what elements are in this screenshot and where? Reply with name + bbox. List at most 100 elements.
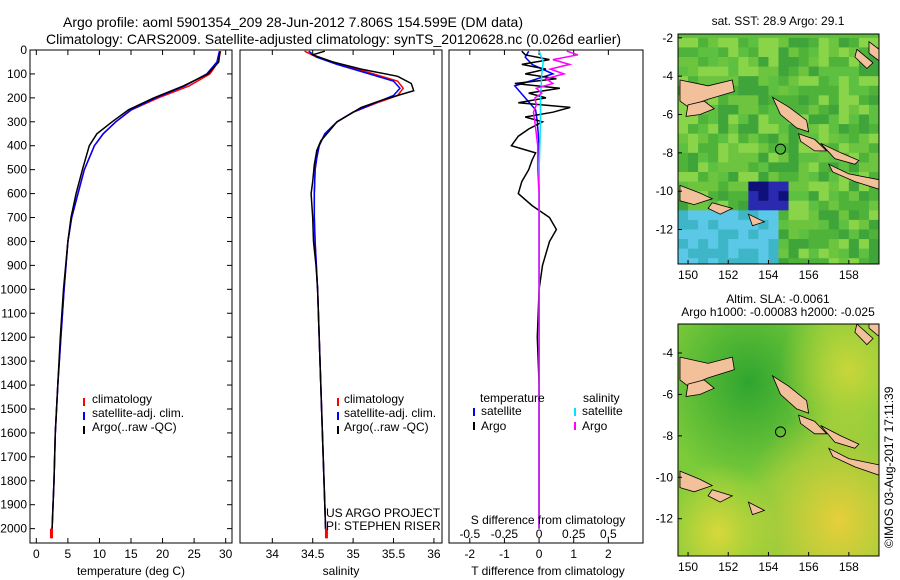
sst-cell xyxy=(848,210,860,221)
legend-label-climatology: climatology xyxy=(92,392,152,406)
sst-cell xyxy=(778,162,790,173)
sst-cell xyxy=(758,57,769,68)
y-tick-label: 800 xyxy=(7,234,27,248)
sst-cell xyxy=(828,191,840,202)
sst-cell xyxy=(718,47,729,58)
sst-cell xyxy=(718,219,729,230)
x-tick-label: 35 xyxy=(346,547,360,561)
sst-cell xyxy=(718,143,729,154)
y-tick-label: 300 xyxy=(7,115,27,129)
sst-cell xyxy=(868,66,879,77)
sst-cell xyxy=(838,85,850,96)
sst-cell xyxy=(758,124,769,135)
sst-cell xyxy=(748,104,759,115)
island xyxy=(679,79,735,108)
sst-cell xyxy=(748,37,759,48)
lat-tick-label: -8 xyxy=(662,429,673,443)
salinity-xlabel: salinity xyxy=(323,564,360,578)
sst-cell xyxy=(818,152,830,163)
sst-cell xyxy=(688,124,699,135)
sst-cell xyxy=(868,162,879,173)
sst-cell xyxy=(708,219,719,230)
sst-cell xyxy=(858,181,870,192)
sst-cell xyxy=(698,229,709,240)
salinity-series xyxy=(304,50,415,539)
island xyxy=(771,374,810,414)
sst-cell xyxy=(818,76,830,87)
s-tick-label: 0 xyxy=(536,527,543,541)
sst-cell xyxy=(678,200,689,211)
sst-cell xyxy=(758,85,769,96)
sst-cell xyxy=(708,258,719,264)
sst-cell xyxy=(688,172,699,183)
sst-cell xyxy=(678,172,689,183)
sst-cell xyxy=(718,229,729,240)
sst-cell xyxy=(748,47,759,58)
sst-cell xyxy=(838,133,850,144)
sst-cell xyxy=(848,143,860,154)
lat-tick-label: -8 xyxy=(662,146,673,160)
sst-cell xyxy=(728,200,739,211)
x-tick-label: 35.5 xyxy=(382,547,406,561)
sst-cell xyxy=(778,95,790,106)
sst-cell xyxy=(868,248,879,259)
legend-label-argo: Argo(..raw -QC) xyxy=(344,420,429,434)
sst-cell xyxy=(828,124,840,135)
sst-cell xyxy=(768,124,779,135)
lon-tick-label: 150 xyxy=(678,560,698,574)
sst-field-cells xyxy=(678,37,879,264)
sst-cell xyxy=(828,37,840,48)
sst-cell xyxy=(768,172,779,183)
sst-cell xyxy=(788,133,800,144)
temperature-xlabel: temperature (deg C) xyxy=(77,564,185,578)
sst-cell xyxy=(748,85,759,96)
sst-cell xyxy=(838,210,850,221)
sst-map-title: sat. SST: 28.9 Argo: 29.1 xyxy=(712,14,845,28)
sst-cell xyxy=(848,133,860,144)
sst-cell xyxy=(738,57,749,68)
sst-cell xyxy=(718,152,729,163)
sst-cell xyxy=(758,66,769,77)
sst-cell xyxy=(828,219,840,230)
x-tick-label: 0 xyxy=(33,547,40,561)
s-difference-xlabel: S difference from climatology xyxy=(471,513,626,527)
sst-cell xyxy=(798,66,810,77)
sst-cell xyxy=(858,210,870,221)
sst-cell xyxy=(688,248,699,259)
island xyxy=(707,202,734,215)
island xyxy=(820,425,860,449)
sst-land-masses xyxy=(679,40,879,227)
sst-cell xyxy=(788,181,800,192)
sst-cell xyxy=(788,47,800,58)
sst-cell xyxy=(778,37,790,48)
sst-cell xyxy=(678,124,689,135)
sst-cell xyxy=(848,66,860,77)
sst-cell xyxy=(718,104,729,115)
difference-legend: temperature salinity satellite Argo sate… xyxy=(473,391,623,433)
sst-cell xyxy=(828,95,840,106)
sst-cell xyxy=(778,124,790,135)
legend-label-s-argo: Argo xyxy=(582,419,608,433)
sst-cell xyxy=(858,95,870,106)
sst-cell xyxy=(808,210,820,221)
sst-cell xyxy=(838,219,850,230)
x-tick-label: -2 xyxy=(464,547,475,561)
sst-cell xyxy=(768,239,779,250)
sst-cell xyxy=(788,76,800,87)
sst-cell xyxy=(718,133,729,144)
sst-cell xyxy=(828,210,840,221)
sst-cell xyxy=(818,66,830,77)
series-line xyxy=(310,50,415,529)
sst-cell xyxy=(818,95,830,106)
sla-map-panel: Altim. SLA: -0.0061 Argo h1000: -0.00083… xyxy=(656,292,880,574)
sst-cell xyxy=(798,258,810,264)
sla-land-masses xyxy=(679,324,879,516)
sst-cell xyxy=(678,210,689,221)
sst-cell xyxy=(838,57,850,68)
sst-cell xyxy=(758,76,769,87)
sst-cell xyxy=(748,133,759,144)
sst-cell xyxy=(818,37,830,48)
sst-cell xyxy=(678,66,689,77)
sst-cell xyxy=(678,57,689,68)
sst-cell xyxy=(688,66,699,77)
